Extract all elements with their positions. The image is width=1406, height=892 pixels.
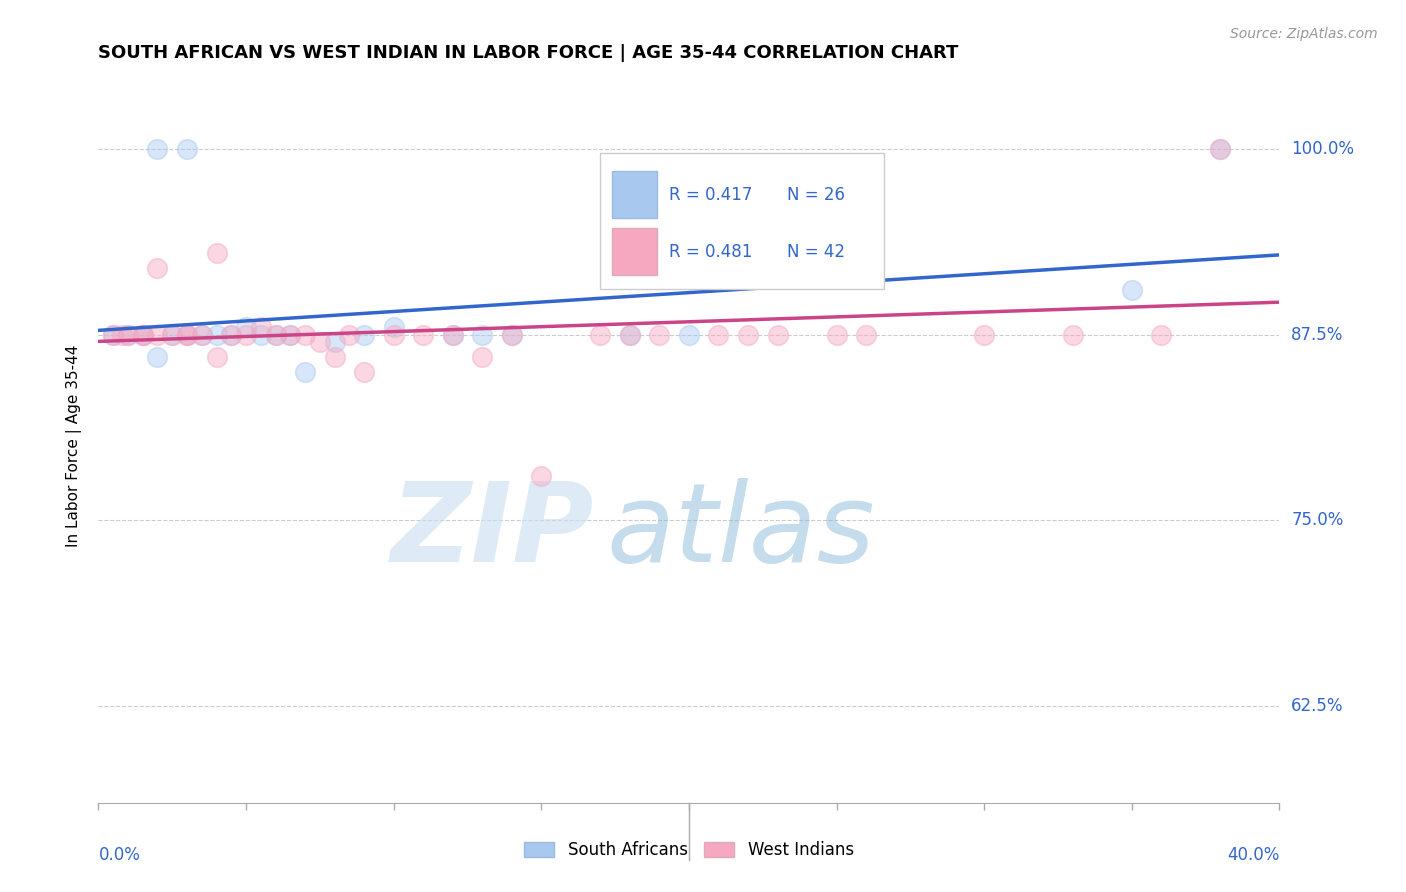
Text: N = 42: N = 42 (787, 243, 845, 260)
Point (501, 327, 523, 342)
Point (205, 245, 228, 260)
Point (264, 327, 287, 342)
Text: R = 0.481: R = 0.481 (669, 243, 752, 260)
Point (1150, 327, 1173, 342)
Point (132, 327, 155, 342)
Text: 62.5%: 62.5% (1291, 698, 1344, 715)
Point (205, 327, 228, 342)
Point (162, 327, 183, 342)
Point (1062, 327, 1084, 342)
Point (205, 350, 228, 364)
Point (176, 327, 198, 342)
FancyBboxPatch shape (612, 171, 657, 218)
Point (162, 327, 183, 342)
Point (219, 327, 242, 342)
Point (1121, 283, 1143, 297)
Point (471, 327, 494, 342)
Point (648, 327, 671, 342)
Point (1209, 142, 1232, 156)
Point (353, 327, 375, 342)
Point (191, 327, 214, 342)
Point (471, 350, 494, 364)
Point (337, 327, 360, 342)
Point (278, 327, 302, 342)
FancyBboxPatch shape (600, 153, 884, 289)
Point (278, 327, 302, 342)
Point (323, 350, 346, 364)
Legend: South Africans, West Indians: South Africans, West Indians (517, 835, 860, 866)
Y-axis label: In Labor Force | Age 35-44: In Labor Force | Age 35-44 (66, 345, 83, 547)
Point (191, 327, 214, 342)
Text: 100.0%: 100.0% (1291, 140, 1354, 158)
Text: N = 26: N = 26 (787, 186, 845, 203)
Text: R = 0.417: R = 0.417 (669, 186, 752, 203)
Point (382, 320, 405, 334)
Text: SOUTH AFRICAN VS WEST INDIAN IN LABOR FORCE | AGE 35-44 CORRELATION CHART: SOUTH AFRICAN VS WEST INDIAN IN LABOR FO… (98, 45, 959, 62)
FancyBboxPatch shape (612, 228, 657, 275)
Point (737, 327, 759, 342)
Point (146, 327, 169, 342)
Point (132, 327, 155, 342)
Point (176, 142, 198, 156)
Text: 40.0%: 40.0% (1227, 846, 1279, 863)
Point (250, 320, 273, 334)
Point (766, 327, 789, 342)
Point (117, 327, 139, 342)
Point (294, 365, 316, 379)
Point (132, 327, 155, 342)
Point (678, 327, 700, 342)
Point (176, 327, 198, 342)
Text: ZIP: ZIP (391, 478, 595, 585)
Text: Source: ZipAtlas.com: Source: ZipAtlas.com (1230, 27, 1378, 41)
Point (589, 327, 612, 342)
Point (412, 327, 434, 342)
Point (353, 365, 375, 379)
Point (176, 327, 198, 342)
Point (855, 327, 877, 342)
Point (146, 142, 169, 156)
Point (973, 327, 995, 342)
Point (707, 327, 730, 342)
Point (323, 334, 346, 349)
Point (250, 327, 273, 342)
Point (1209, 142, 1232, 156)
Point (382, 327, 405, 342)
Point (530, 468, 553, 483)
Point (103, 327, 125, 342)
Point (619, 327, 641, 342)
Point (146, 350, 169, 364)
Point (111, 327, 134, 342)
Point (235, 320, 257, 334)
Point (235, 327, 257, 342)
Point (619, 327, 641, 342)
Point (117, 327, 139, 342)
Point (441, 327, 464, 342)
Point (309, 334, 332, 349)
Point (441, 327, 464, 342)
Point (146, 260, 169, 275)
Text: 87.5%: 87.5% (1291, 326, 1344, 343)
Text: atlas: atlas (606, 478, 875, 585)
Text: 0.0%: 0.0% (98, 846, 141, 863)
Point (501, 327, 523, 342)
Point (294, 327, 316, 342)
Point (678, 216, 700, 230)
Point (219, 327, 242, 342)
Point (103, 327, 125, 342)
Point (825, 327, 848, 342)
Point (264, 327, 287, 342)
Text: 75.0%: 75.0% (1291, 511, 1344, 529)
